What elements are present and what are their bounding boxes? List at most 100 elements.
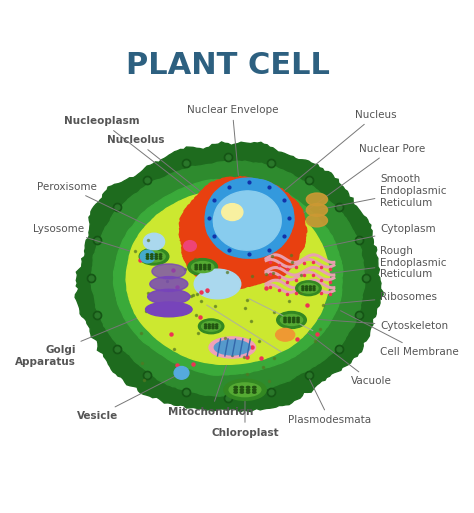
Ellipse shape bbox=[216, 327, 218, 329]
Ellipse shape bbox=[234, 386, 237, 388]
Ellipse shape bbox=[212, 324, 214, 325]
Ellipse shape bbox=[310, 288, 311, 289]
Text: Peroxisome: Peroxisome bbox=[37, 182, 188, 245]
Text: Golgi
Apparatus: Golgi Apparatus bbox=[15, 306, 166, 367]
Ellipse shape bbox=[209, 337, 255, 358]
Ellipse shape bbox=[284, 317, 286, 319]
Polygon shape bbox=[182, 212, 287, 289]
Ellipse shape bbox=[208, 324, 210, 325]
Ellipse shape bbox=[174, 366, 189, 379]
Ellipse shape bbox=[204, 266, 206, 268]
Ellipse shape bbox=[146, 256, 149, 257]
Text: PLANT CELL: PLANT CELL bbox=[126, 51, 330, 81]
Ellipse shape bbox=[151, 254, 153, 255]
Ellipse shape bbox=[208, 326, 210, 327]
Ellipse shape bbox=[183, 241, 196, 251]
Text: Nucleolus: Nucleolus bbox=[107, 135, 222, 208]
Text: Mitochondrion: Mitochondrion bbox=[168, 350, 254, 417]
Ellipse shape bbox=[306, 214, 328, 227]
Polygon shape bbox=[91, 161, 365, 396]
Ellipse shape bbox=[159, 256, 162, 257]
Ellipse shape bbox=[205, 324, 207, 325]
Ellipse shape bbox=[159, 258, 162, 259]
Ellipse shape bbox=[297, 321, 299, 323]
Ellipse shape bbox=[306, 193, 328, 206]
Ellipse shape bbox=[302, 288, 304, 289]
Ellipse shape bbox=[313, 288, 315, 289]
Ellipse shape bbox=[146, 302, 192, 317]
Ellipse shape bbox=[240, 386, 244, 388]
Ellipse shape bbox=[208, 266, 210, 268]
Text: Rough
Endoplasmic
Reticulum: Rough Endoplasmic Reticulum bbox=[315, 246, 447, 280]
Ellipse shape bbox=[288, 317, 291, 319]
Ellipse shape bbox=[277, 311, 306, 328]
Ellipse shape bbox=[155, 256, 157, 257]
Ellipse shape bbox=[299, 283, 318, 293]
Ellipse shape bbox=[306, 204, 328, 216]
Text: Cell Membrane: Cell Membrane bbox=[340, 311, 459, 357]
Ellipse shape bbox=[313, 286, 315, 287]
Polygon shape bbox=[213, 191, 281, 250]
Ellipse shape bbox=[234, 389, 237, 390]
Polygon shape bbox=[114, 179, 343, 375]
Ellipse shape bbox=[284, 321, 286, 323]
Text: Smooth
Endoplasmic
Reticulum: Smooth Endoplasmic Reticulum bbox=[319, 174, 447, 209]
Ellipse shape bbox=[222, 204, 243, 221]
Ellipse shape bbox=[288, 319, 291, 321]
Text: Vesicle: Vesicle bbox=[77, 374, 179, 421]
Text: Nucleoplasm: Nucleoplasm bbox=[64, 116, 222, 214]
Ellipse shape bbox=[155, 258, 157, 259]
Ellipse shape bbox=[200, 268, 202, 270]
Ellipse shape bbox=[204, 268, 206, 270]
Text: Plasmodesmata: Plasmodesmata bbox=[288, 380, 371, 425]
Ellipse shape bbox=[208, 268, 210, 270]
Ellipse shape bbox=[212, 327, 214, 329]
Ellipse shape bbox=[201, 322, 221, 331]
Ellipse shape bbox=[144, 233, 164, 250]
Ellipse shape bbox=[284, 319, 286, 321]
Text: Lysosome: Lysosome bbox=[33, 224, 145, 255]
Ellipse shape bbox=[214, 340, 250, 355]
Ellipse shape bbox=[246, 389, 250, 390]
Ellipse shape bbox=[205, 326, 207, 327]
Ellipse shape bbox=[204, 264, 206, 266]
Ellipse shape bbox=[195, 268, 197, 270]
Ellipse shape bbox=[212, 326, 214, 327]
Ellipse shape bbox=[155, 254, 157, 255]
Ellipse shape bbox=[146, 258, 149, 259]
Ellipse shape bbox=[302, 289, 304, 290]
Ellipse shape bbox=[143, 251, 165, 262]
Ellipse shape bbox=[281, 314, 302, 325]
Ellipse shape bbox=[152, 264, 186, 279]
Ellipse shape bbox=[306, 288, 308, 289]
Ellipse shape bbox=[194, 269, 241, 299]
Ellipse shape bbox=[159, 254, 162, 255]
Ellipse shape bbox=[200, 264, 202, 266]
Text: Nucleus: Nucleus bbox=[281, 110, 397, 193]
Ellipse shape bbox=[150, 277, 188, 291]
Ellipse shape bbox=[199, 319, 224, 334]
Polygon shape bbox=[126, 190, 329, 364]
Ellipse shape bbox=[306, 289, 308, 290]
Ellipse shape bbox=[140, 250, 155, 263]
Ellipse shape bbox=[253, 391, 256, 393]
Ellipse shape bbox=[205, 327, 207, 329]
Text: Ribosomes: Ribosomes bbox=[319, 292, 438, 305]
Ellipse shape bbox=[229, 383, 261, 397]
Ellipse shape bbox=[195, 264, 197, 266]
Ellipse shape bbox=[191, 262, 214, 272]
Polygon shape bbox=[205, 178, 294, 258]
Ellipse shape bbox=[148, 289, 190, 304]
Ellipse shape bbox=[306, 286, 308, 287]
Text: Cytoplasm: Cytoplasm bbox=[311, 224, 436, 250]
Ellipse shape bbox=[208, 327, 210, 329]
Ellipse shape bbox=[292, 321, 295, 323]
Ellipse shape bbox=[234, 391, 237, 393]
Ellipse shape bbox=[195, 266, 197, 268]
Ellipse shape bbox=[246, 391, 250, 393]
Ellipse shape bbox=[288, 321, 291, 323]
Ellipse shape bbox=[296, 281, 321, 295]
Ellipse shape bbox=[139, 248, 169, 265]
Ellipse shape bbox=[297, 317, 299, 319]
Text: Nuclear Pore: Nuclear Pore bbox=[290, 144, 426, 223]
